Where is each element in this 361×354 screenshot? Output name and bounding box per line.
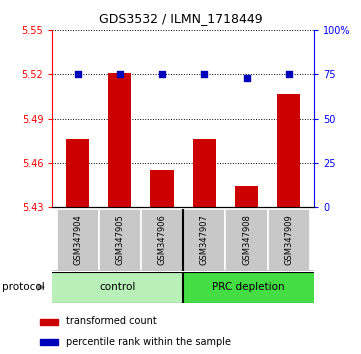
Text: GSM347908: GSM347908: [242, 215, 251, 265]
Text: GSM347906: GSM347906: [158, 215, 166, 265]
Point: [286, 72, 292, 77]
Text: PRC depletion: PRC depletion: [212, 282, 285, 292]
Bar: [40, 319, 58, 325]
Text: GSM347905: GSM347905: [116, 215, 125, 265]
Text: GDS3532 / ILMN_1718449: GDS3532 / ILMN_1718449: [99, 12, 262, 25]
Bar: [183, 209, 225, 271]
Bar: [52, 272, 183, 303]
Text: protocol: protocol: [2, 282, 44, 292]
Bar: [193, 139, 216, 207]
Text: GSM347904: GSM347904: [73, 215, 82, 265]
Bar: [235, 187, 258, 207]
Bar: [268, 209, 310, 271]
Bar: [141, 209, 183, 271]
Bar: [40, 339, 58, 345]
Bar: [183, 272, 314, 303]
Bar: [57, 209, 99, 271]
Bar: [99, 209, 141, 271]
Point: [75, 72, 81, 77]
Text: percentile rank within the sample: percentile rank within the sample: [66, 337, 231, 347]
Point: [201, 72, 207, 77]
Text: transformed count: transformed count: [66, 316, 156, 326]
Bar: [151, 170, 174, 207]
Bar: [66, 139, 89, 207]
Point: [159, 72, 165, 77]
Point: [117, 72, 123, 77]
Text: control: control: [100, 282, 136, 292]
Bar: [225, 209, 268, 271]
Bar: [277, 93, 300, 207]
Point: [244, 75, 249, 81]
Text: GSM347907: GSM347907: [200, 215, 209, 265]
Bar: [108, 73, 131, 207]
Text: GSM347909: GSM347909: [284, 215, 293, 265]
